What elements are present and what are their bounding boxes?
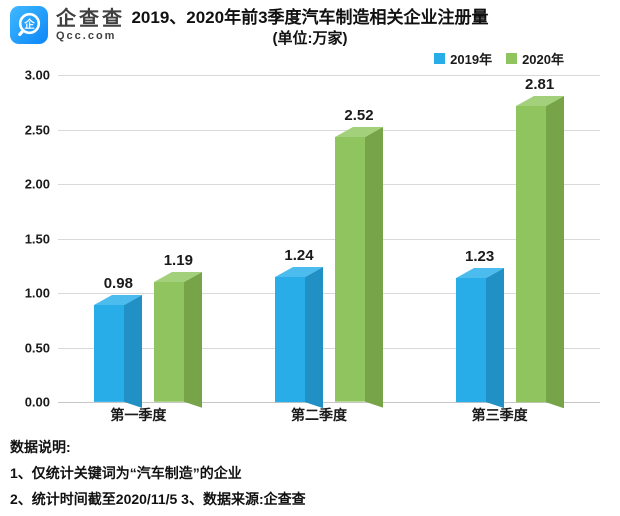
- y-axis-tick-3.00: 3.00: [24, 67, 50, 83]
- gridline-1.00: [58, 293, 600, 294]
- bar-value-label-2019-q3: 1.23: [465, 247, 495, 265]
- gridline-2.00: [58, 184, 600, 185]
- bar-value-label-2020-q1: 1.19: [163, 252, 193, 270]
- plot-area: 0.00 0.50 1.00 1.50 2.00 2.50 3.00 0.98 1.19 1.24…: [25, 68, 600, 410]
- legend: 2019年 2020年: [434, 49, 564, 68]
- bars-layer: 0.98 1.19 1.24 2.52 1.23 2.81: [58, 75, 600, 408]
- bar-group-q2: 1.24 2.52: [274, 107, 383, 408]
- y-axis-tick-0.50: 0.50: [24, 340, 50, 355]
- bar-value-label-2019-q2: 1.24: [284, 246, 314, 264]
- footnote-heading: 数据说明:: [10, 439, 71, 455]
- gridline-2.50: [58, 129, 600, 131]
- gridline-1.50: [58, 238, 600, 240]
- bar-value-label-2019-q1: 0.98: [103, 275, 133, 293]
- legend-label-2020: 2020年: [522, 52, 564, 67]
- legend-item-2020: 2020年: [506, 49, 564, 68]
- bar-value-label-2020-q2: 2.52: [344, 107, 374, 125]
- footnote-line-1: 1、仅统计关键词为“汽车制造”的企业: [10, 465, 242, 481]
- legend-swatch-2019: [434, 53, 446, 64]
- y-axis-tick-0.00: 0.00: [24, 394, 50, 410]
- gridline-0.50: [58, 347, 600, 349]
- legend-item-2019: 2019年: [434, 49, 492, 68]
- footnote-line-2: 2、统计时间截至2020/11/5 3、数据来源:企查查: [10, 491, 306, 507]
- x-axis-label-q2: 第二季度: [291, 407, 347, 423]
- gridline-3.00: [58, 75, 600, 76]
- qcc-logo-icon: 企: [10, 6, 48, 44]
- x-axis-label-q3: 第三季度: [471, 407, 528, 423]
- logo-text: 企查查 Qcc.com: [56, 8, 125, 43]
- y-axis-tick-1.50: 1.50: [24, 231, 50, 246]
- footnotes: 数据说明: 1、仅统计关键词为“汽车制造”的企业 2、统计时间截至2020/11…: [10, 438, 306, 516]
- bar-2019-q2: 1.24: [274, 247, 323, 408]
- bar-value-label-2020-q3: 2.81: [525, 75, 555, 93]
- bar-2020-q2: 2.52: [334, 107, 383, 408]
- bar-2020-q3: 2.81: [515, 76, 564, 408]
- bar-2019-q1: 0.98: [94, 275, 143, 408]
- svg-text:企: 企: [23, 18, 35, 31]
- y-axis-tick-2.50: 2.50: [24, 122, 50, 137]
- qcc-logo[interactable]: 企 企查查 Qcc.com: [10, 6, 125, 44]
- y-axis-tick-2.00: 2.00: [24, 176, 50, 192]
- x-axis-label-q1: 第一季度: [110, 407, 167, 423]
- logo-domain: Qcc.com: [56, 29, 117, 42]
- bar-2020-q1: 1.19: [154, 252, 203, 408]
- logo-name: 企查查: [56, 7, 125, 30]
- bar-group-q3: 1.23 2.81: [455, 76, 564, 408]
- x-axis-labels: 第一季度 第二季度 第三季度: [48, 406, 590, 424]
- legend-label-2019: 2019年: [450, 52, 493, 67]
- gridline-0.00: [58, 402, 600, 403]
- bar-group-q1: 0.98 1.19: [94, 252, 203, 408]
- y-axis-tick-1.00: 1.00: [24, 285, 50, 301]
- legend-swatch-2020: [506, 53, 518, 64]
- bar-2019-q3: 1.23: [455, 248, 504, 408]
